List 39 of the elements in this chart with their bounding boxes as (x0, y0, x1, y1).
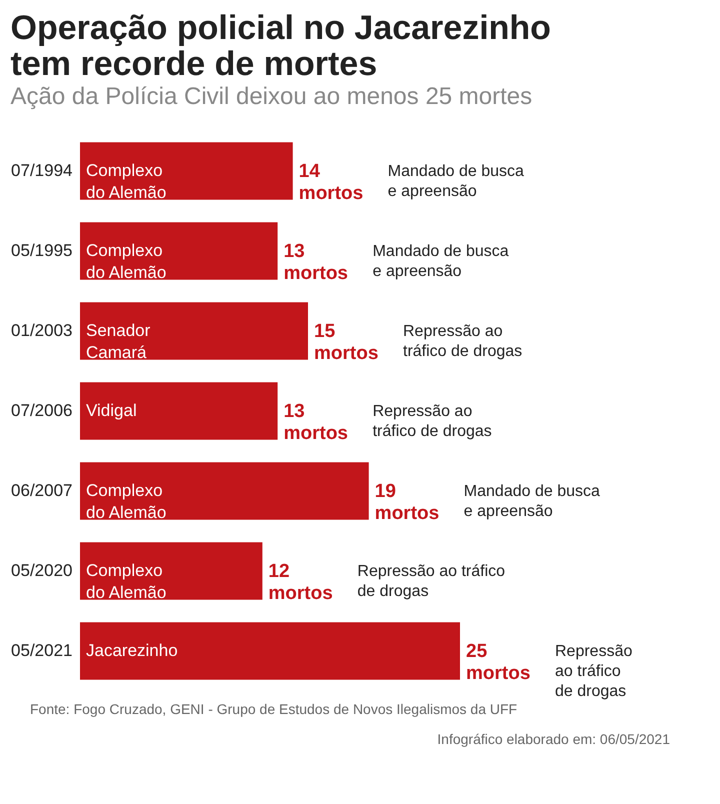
y-tick-label: 01/2003 (11, 321, 72, 340)
data-label: 19 mortos (374, 481, 440, 524)
data-label: 25 mortos (466, 641, 530, 684)
bar (80, 302, 308, 360)
chart-title: Operação policial no Jacarezinho tem recorde de mortes (10, 9, 551, 83)
data-label: 15 mortos (314, 321, 378, 364)
text: Mandado de busca e apreensão (464, 483, 600, 520)
bar (80, 542, 262, 600)
annotation: Senador Camará (86, 321, 151, 362)
data-label: 14 mortos (298, 161, 364, 204)
data-label: 12 mortos (268, 561, 333, 604)
text: Repressão ao tráfico de drogas (555, 643, 632, 700)
y-tick-label: 05/2020 (11, 561, 72, 580)
y-tick-label: 06/2007 (11, 481, 72, 500)
bar (80, 142, 293, 200)
annotation: Complexo do Alemão (86, 481, 166, 522)
y-tick-label: 07/1994 (11, 161, 72, 180)
source-note: Fonte: Fogo Cruzado, GENI - Grupo de Estudos de Novos Ilegalismos da UFF (30, 701, 518, 717)
chart-subtitle: Ação da Polícia Civil deixou ao menos 25 mortes (10, 83, 532, 110)
annotation: Repressão ao tráfico de drogas (403, 323, 522, 360)
annotation: Complexo do Alemão (86, 561, 166, 602)
annotation: Complexo do Alemão (86, 161, 166, 202)
bar (80, 222, 278, 280)
annotation: Mandado de busca e apreensão (388, 163, 524, 200)
y-tick-label: 05/2021 (11, 641, 72, 660)
annotation: Repressão ao tráfico de drogas (372, 403, 492, 440)
annotation: Jacarezinho (86, 641, 178, 660)
bar (80, 622, 460, 680)
y-tick-label: 05/1995 (11, 241, 72, 260)
text: Infográfico elaborado em: 06/05/2021 (437, 731, 670, 747)
annotation: Vidigal (86, 401, 137, 420)
y-tick-label: 07/2006 (11, 401, 72, 420)
data-label: 13 mortos (284, 401, 348, 444)
bar (80, 462, 369, 520)
annotation: Complexo do Alemão (86, 241, 166, 282)
annotation: Mandado de busca e apreensão (372, 243, 509, 280)
bar (80, 382, 278, 440)
data-label: 13 mortos (284, 241, 348, 284)
annotation: Repressão ao tráfico de drogas (357, 563, 506, 600)
